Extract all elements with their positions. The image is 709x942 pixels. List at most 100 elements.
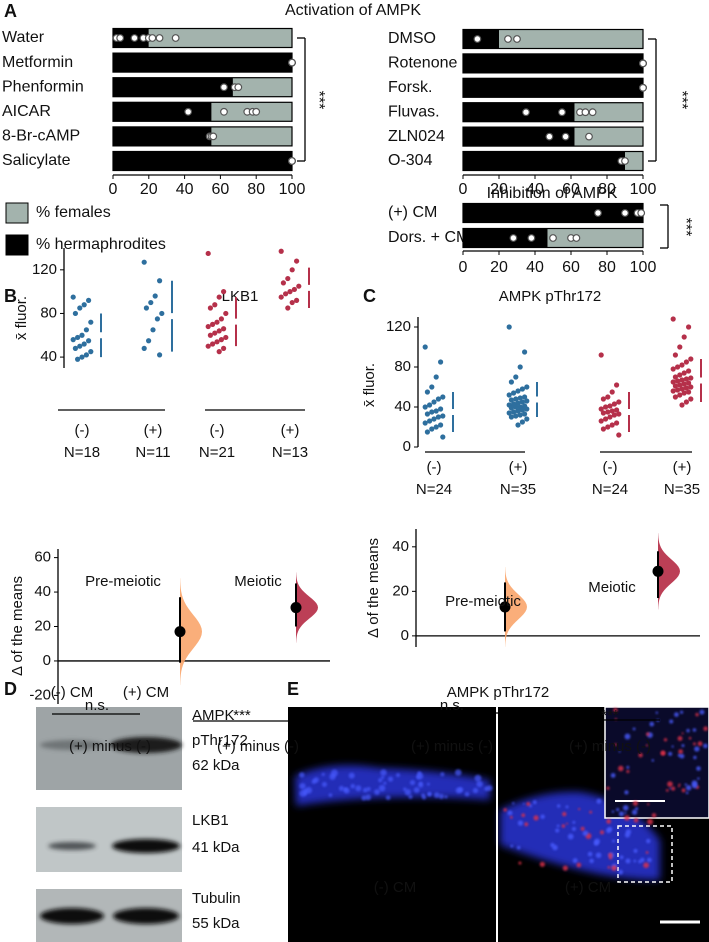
fluorescence-dot — [464, 791, 470, 797]
data-point — [639, 59, 647, 68]
panel-label: A — [4, 1, 17, 21]
significance-label: *** — [233, 707, 251, 724]
blot-band — [113, 908, 179, 924]
y-tick-label: 60 — [34, 549, 51, 566]
data-point — [221, 289, 227, 295]
group-label: Meiotic — [234, 573, 282, 590]
western-blot — [36, 707, 182, 942]
data-point — [670, 379, 676, 385]
n-label: N=35 — [500, 481, 536, 498]
data-point — [212, 330, 218, 336]
data-point — [435, 396, 441, 402]
fluorescence-dot — [421, 793, 425, 798]
fluorescence-dot — [649, 721, 655, 727]
x-tick-label: (-) — [75, 422, 90, 439]
panel-label: E — [287, 679, 299, 699]
fluorescence-dot — [582, 830, 589, 836]
data-point — [527, 234, 536, 242]
data-point — [670, 316, 676, 322]
fluorescence-dot — [696, 766, 701, 771]
data-point — [513, 374, 519, 380]
fluorescence-dot — [418, 781, 423, 786]
bar-frame — [112, 77, 293, 98]
significance-label: n.s. — [440, 697, 464, 714]
bar-segment — [574, 102, 643, 122]
data-point — [508, 397, 514, 403]
data-point — [157, 352, 163, 358]
fluorescence-dot — [374, 789, 380, 795]
data-point — [603, 404, 609, 410]
data-point — [686, 380, 692, 386]
data-point — [616, 399, 622, 405]
x-tick-label: 0 — [459, 259, 468, 276]
blot-band — [40, 908, 104, 924]
x-tick-label: (+) — [509, 459, 528, 476]
data-point — [614, 382, 620, 388]
fluorescence-dot — [408, 794, 413, 799]
category-label: Phenformin — [2, 78, 84, 95]
x-tick-label: 100 — [279, 181, 306, 198]
fluorescence-dot — [552, 844, 558, 851]
fluorescence-dot — [521, 813, 526, 818]
data-point — [86, 338, 92, 344]
data-point — [675, 364, 681, 370]
data-point — [611, 401, 618, 407]
fluorescence-dot — [618, 750, 621, 753]
data-point — [681, 370, 687, 376]
fluorescence-dot — [618, 765, 624, 772]
data-point — [522, 394, 528, 400]
blot-label: Tubulin — [192, 890, 241, 907]
data-point — [212, 302, 218, 308]
data-point — [294, 258, 300, 264]
fluorescence-dot — [638, 752, 643, 758]
group-label: Pre-meiotic — [85, 573, 161, 590]
data-point — [607, 403, 613, 409]
data-point — [285, 305, 291, 311]
fluorescence-dot — [697, 741, 703, 747]
category-label: (+) CM — [388, 204, 437, 221]
x-tick-label: (-) — [603, 459, 618, 476]
data-point — [154, 316, 160, 322]
data-point — [431, 416, 437, 422]
data-point — [616, 411, 622, 417]
fluorescence-dot — [416, 772, 424, 780]
inset — [604, 706, 709, 819]
bar-frame — [462, 150, 644, 172]
data-point — [72, 310, 78, 317]
fluorescence-dot — [433, 792, 440, 798]
fluorescence-dot — [503, 808, 507, 812]
significance-label: *** — [601, 707, 619, 724]
data-point — [79, 354, 85, 360]
fluorescence-dot — [380, 769, 387, 776]
chart-title: Activation of AMPK — [285, 2, 421, 19]
data-point — [289, 267, 295, 273]
data-point — [598, 352, 604, 358]
fluorescence-dot — [427, 792, 432, 797]
data-point — [585, 132, 593, 141]
data-point — [205, 343, 211, 349]
y-tick-label: 80 — [394, 358, 411, 375]
x-tick-label: 100 — [630, 259, 657, 276]
fluorescence-dot — [562, 811, 567, 817]
data-point — [216, 349, 222, 355]
data-point — [517, 412, 523, 418]
data-point — [519, 407, 526, 413]
fluorescence-dot — [299, 782, 306, 790]
data-point — [670, 388, 676, 394]
data-point — [216, 294, 222, 300]
data-point — [221, 326, 227, 332]
fluorescence-dot — [651, 813, 657, 818]
panel-label: D — [4, 679, 17, 699]
data-point — [686, 324, 692, 330]
y-tick-label: 40 — [394, 398, 411, 415]
fluorescence-dot — [678, 749, 684, 754]
data-point — [515, 408, 521, 414]
contrast-label: (+) minus (-) — [411, 738, 493, 755]
fluorescence-dot — [695, 712, 699, 717]
data-point — [184, 107, 193, 116]
data-point — [280, 280, 286, 286]
x-tick-label: 0 — [459, 181, 468, 198]
lane-label: (+) CM — [123, 684, 169, 701]
data-point — [438, 406, 444, 412]
